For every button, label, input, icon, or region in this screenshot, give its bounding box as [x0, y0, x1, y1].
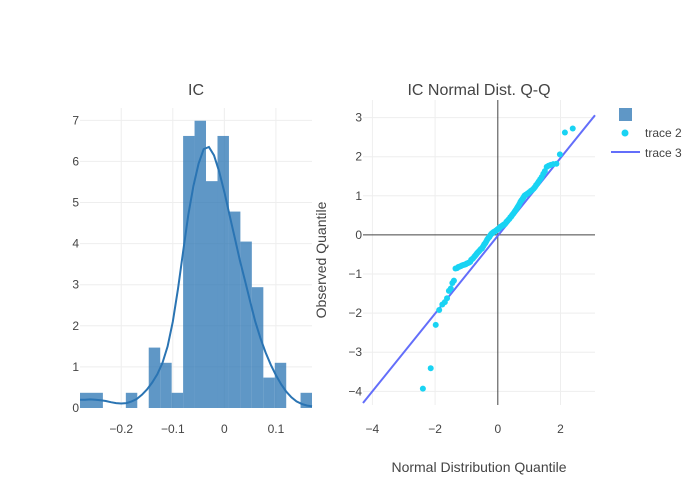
histogram-bar[interactable]: [263, 377, 275, 408]
qq-y-tick-label: −1: [348, 267, 362, 281]
qq-point[interactable]: [432, 321, 439, 328]
qq-y-tick-label: 1: [355, 189, 362, 203]
legend-item-trace-3-label[interactable]: trace 3: [645, 146, 682, 160]
hist-x-tick-label: −0.1: [161, 422, 185, 436]
hist-x-tick-label: −0.2: [109, 422, 133, 436]
qq-point[interactable]: [569, 125, 576, 132]
qq-point[interactable]: [447, 285, 454, 292]
qq-y-tick-labels: −4 −3 −2 −1 0 1 2 3: [348, 111, 362, 399]
hist-y-tick-label: 6: [72, 154, 79, 168]
qq-point[interactable]: [553, 160, 560, 167]
qq-points[interactable]: [419, 125, 576, 392]
histogram-bar[interactable]: [183, 135, 195, 409]
qq-point[interactable]: [444, 295, 451, 302]
qq-point[interactable]: [427, 365, 434, 372]
histogram-bar[interactable]: [228, 211, 241, 408]
legend-item-trace-2-label[interactable]: trace 2: [645, 126, 682, 140]
qq-point[interactable]: [561, 129, 568, 136]
hist-y-tick-label: 3: [72, 278, 79, 292]
hist-y-tick-label: 0: [72, 401, 79, 415]
histogram-bar[interactable]: [217, 135, 229, 409]
qq-zero-lines: [363, 100, 595, 405]
legend[interactable]: trace 2 trace 3: [611, 108, 682, 160]
histogram-x-tick-labels: −0.2 −0.1 0 0.1: [109, 422, 284, 436]
qq-point[interactable]: [419, 385, 426, 392]
histogram-bar[interactable]: [171, 392, 184, 408]
hist-y-tick-label: 2: [72, 319, 79, 333]
qq-y-tick-label: 3: [355, 111, 362, 125]
qq-x-tick-label: −4: [366, 422, 380, 436]
qq-point[interactable]: [556, 151, 563, 158]
legend-item-trace-1-swatch[interactable]: [619, 108, 632, 121]
hist-y-tick-label: 5: [72, 196, 79, 210]
qq-x-tick-label: −2: [428, 422, 442, 436]
hist-x-tick-label: 0: [221, 422, 228, 436]
qq-gridlines: [363, 100, 595, 405]
hist-y-tick-label: 1: [72, 360, 79, 374]
qq-point[interactable]: [450, 277, 457, 284]
histogram-bar[interactable]: [251, 287, 264, 408]
hist-y-tick-label: 4: [72, 237, 79, 251]
histogram-bar[interactable]: [274, 362, 287, 408]
histogram-title: IC: [188, 82, 204, 99]
qq-x-tick-label: 2: [557, 422, 564, 436]
histogram-bars[interactable]: [80, 120, 312, 409]
histogram-y-tick-labels: 0 1 2 3 4 5 6 7: [72, 113, 79, 415]
histogram-panel[interactable]: −0.2 −0.1 0 0.1 0 1 2 3 4 5 6 7 IC: [72, 82, 313, 436]
qq-x-tick-labels: −4 −2 0 2: [366, 422, 565, 436]
qq-y-tick-label: −2: [348, 306, 362, 320]
qq-y-tick-label: 2: [355, 150, 362, 164]
qq-y-axis-title: Observed Quantile: [313, 201, 329, 318]
hist-y-tick-label: 7: [72, 113, 79, 127]
histogram-bar[interactable]: [240, 241, 252, 408]
histogram-bar[interactable]: [160, 362, 172, 408]
qq-y-tick-label: −3: [348, 345, 362, 359]
hist-x-tick-label: 0.1: [268, 422, 285, 436]
qq-y-tick-label: −4: [348, 384, 362, 398]
qq-x-tick-label: 0: [494, 422, 501, 436]
kde-curve[interactable]: [80, 145, 313, 408]
qq-x-axis-title: Normal Distribution Quantile: [391, 459, 566, 475]
histogram-bar[interactable]: [206, 181, 218, 408]
qq-point[interactable]: [436, 306, 443, 313]
qq-title: IC Normal Dist. Q-Q: [407, 82, 550, 99]
histogram-bar[interactable]: [194, 120, 207, 409]
qq-y-tick-label: 0: [355, 228, 362, 242]
histogram-bar[interactable]: [300, 392, 312, 408]
legend-item-trace-2-marker[interactable]: [621, 129, 629, 137]
